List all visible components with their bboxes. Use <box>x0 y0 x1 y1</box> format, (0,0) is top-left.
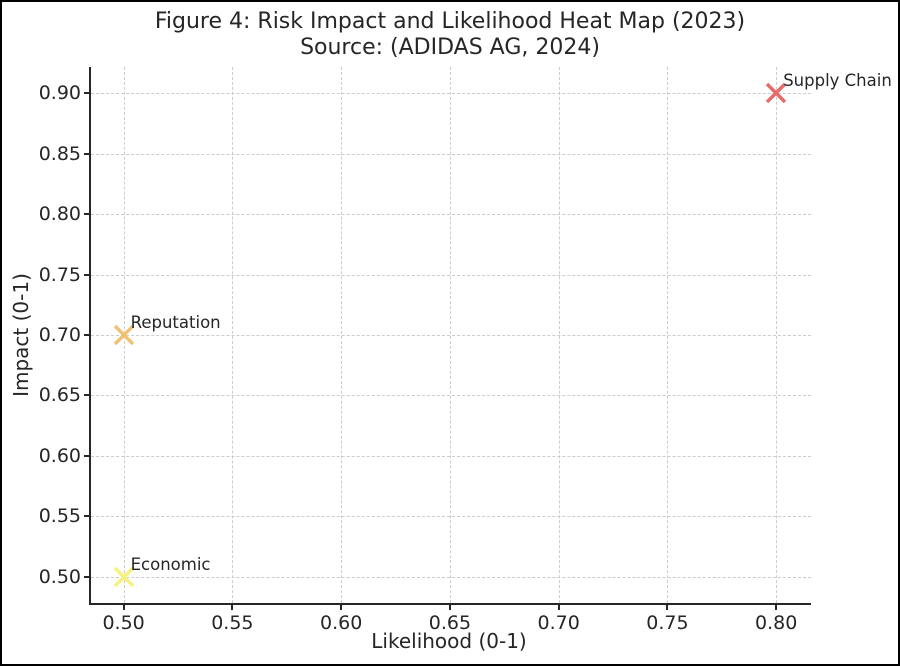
gridline-horizontal <box>91 214 811 215</box>
x-axis-tick <box>666 605 669 610</box>
gridline-horizontal <box>91 274 811 276</box>
data-point-x-marker <box>113 324 134 346</box>
data-point-label: Reputation <box>130 313 221 332</box>
y-axis-tick <box>84 394 89 397</box>
y-axis-label: Impact (0-1) <box>9 273 33 397</box>
x-axis-tick <box>122 605 125 610</box>
y-tick-label: 0.65 <box>38 384 81 407</box>
y-tick-label: 0.75 <box>38 263 81 286</box>
x-tick-label: 0.60 <box>319 612 363 634</box>
data-point-label: Economic <box>130 554 211 574</box>
y-axis-tick <box>84 92 89 94</box>
data-point-x-marker <box>113 566 134 588</box>
x-tick-label: 0.75 <box>646 612 689 634</box>
gridline-horizontal <box>91 153 811 155</box>
gridline-horizontal <box>91 576 811 578</box>
y-axis-tick <box>84 273 89 276</box>
y-tick-label: 0.60 <box>38 444 81 467</box>
y-axis-tick <box>84 213 89 215</box>
gridline-horizontal <box>91 335 811 336</box>
gridline-horizontal <box>91 395 811 397</box>
plot-area: 0.50 0.55 0.60 0.65 0.70 0.75 0.80 0.50 0.55 0.60… <box>39 67 892 634</box>
gridline-horizontal <box>91 93 811 94</box>
x-axis-tick <box>557 605 560 610</box>
y-tick-label: 0.80 <box>38 203 81 225</box>
y-axis-tick <box>84 575 89 578</box>
y-tick-label: 0.85 <box>38 142 81 165</box>
y-tick-label: 0.50 <box>38 565 81 588</box>
x-tick-label: 0.55 <box>211 612 254 634</box>
y-tick-label: 0.90 <box>38 82 81 104</box>
x-tick-label: 0.70 <box>537 612 580 634</box>
x-tick-label: 0.50 <box>102 612 145 634</box>
y-axis-tick <box>84 152 89 155</box>
x-axis-tick <box>231 605 234 610</box>
y-axis-tick <box>84 334 89 336</box>
data-point-x-marker <box>765 82 787 104</box>
chart-subtitle: Source: (ADIDAS AG, 2024) <box>300 35 600 60</box>
y-tick-label: 0.55 <box>38 505 81 528</box>
x-axis-tick <box>775 605 778 610</box>
x-tick-label: 0.80 <box>755 612 798 634</box>
y-axis-tick <box>84 515 89 518</box>
chart-title: Figure 4: Risk Impact and Likelihood Hea… <box>154 9 746 34</box>
x-axis-tick <box>448 605 451 610</box>
x-axis-label: Likelihood (0-1) <box>371 629 527 653</box>
gridline-horizontal <box>91 516 811 518</box>
x-axis-tick <box>340 605 343 610</box>
y-tick-label: 0.70 <box>38 324 81 346</box>
gridline-horizontal <box>91 455 811 457</box>
y-axis-tick <box>84 454 89 457</box>
x-tick-label: 0.65 <box>428 612 472 634</box>
data-point-label: Supply Chain <box>783 71 892 90</box>
